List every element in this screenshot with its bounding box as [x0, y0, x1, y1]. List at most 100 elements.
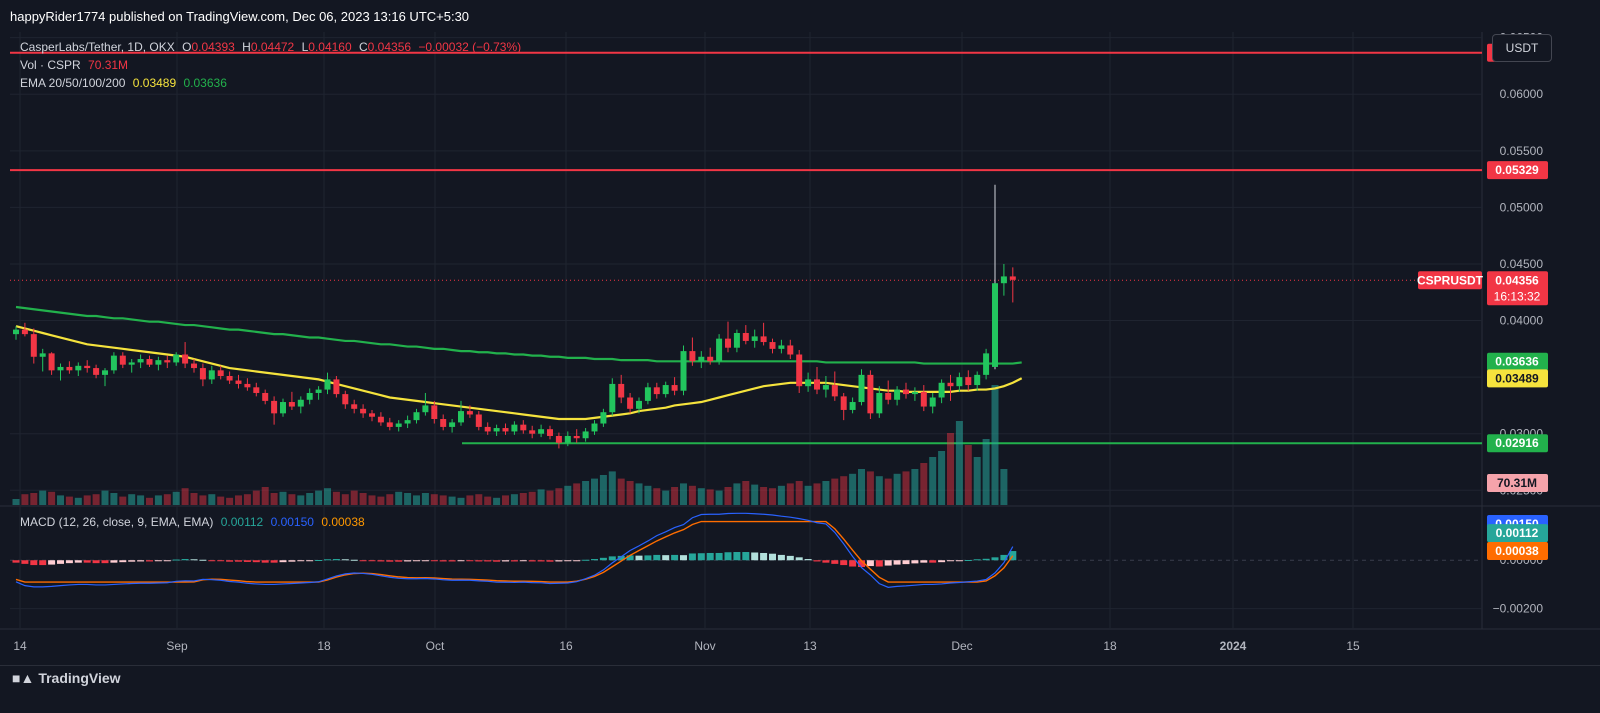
volume-bar [804, 485, 812, 505]
candle-body [805, 379, 812, 387]
volume-bar [163, 494, 171, 505]
macd-histogram-bar [243, 560, 251, 562]
candle-body [751, 336, 758, 341]
macd-tick-label: −0.00200 [1493, 602, 1544, 616]
candle-body [965, 377, 972, 386]
tradingview-logo[interactable]: ■▲ TradingView [12, 670, 121, 686]
macd-histogram-bar [404, 560, 412, 562]
candle-body [84, 365, 91, 369]
macd-histogram-bar [279, 560, 287, 563]
ema-label[interactable]: EMA 20/50/100/200 [20, 76, 126, 90]
volume-bar [226, 497, 234, 505]
volume-bar [448, 496, 456, 505]
symbol-tag-bg [1418, 271, 1482, 290]
macd-histogram-bar [804, 559, 812, 561]
volume-bar [724, 487, 732, 505]
price-tick-label: 0.05500 [1500, 144, 1544, 158]
candle-body [600, 412, 607, 424]
volume-bar [822, 481, 830, 505]
volume-bar [911, 469, 919, 505]
volume-bar [742, 481, 750, 505]
candle-body [66, 366, 73, 371]
volume-bar [617, 478, 625, 505]
macd-histogram-bar [484, 560, 492, 562]
macd-hist-tag-bg [1487, 524, 1548, 543]
volume-bar [760, 487, 768, 505]
ema50-value: 0.03489 [132, 76, 177, 90]
macd-histogram-bar [510, 560, 518, 562]
volume-bar [350, 490, 358, 505]
candlesticks [13, 184, 1016, 449]
candle-body [369, 413, 375, 417]
volume-bar [21, 494, 29, 505]
volume-bar [849, 473, 857, 505]
macd-histogram-bar [519, 560, 527, 562]
macd-histogram-bar [733, 552, 741, 561]
candle-body [742, 333, 749, 341]
macd-histogram-bar [911, 560, 919, 564]
macd-histogram-bar [190, 559, 198, 561]
macd-histogram-bar [466, 560, 474, 562]
volume-bar [902, 471, 910, 505]
candle-body [894, 389, 901, 400]
macd-histogram-bar [858, 560, 865, 568]
candle-body [431, 405, 438, 419]
candle-body [440, 419, 447, 427]
current-price-tag: 0.04356 [1495, 273, 1539, 287]
open-value: 0.04393 [191, 40, 235, 54]
volume-bar [154, 495, 162, 505]
candle-body [733, 333, 740, 348]
symbol-name[interactable]: CasperLabs/Tether, 1D, OKX [20, 40, 175, 54]
volume-bar [395, 491, 403, 505]
candle-body [1000, 276, 1007, 284]
macd-histogram-bar [65, 560, 73, 564]
macd-histogram-bar [74, 560, 82, 563]
low-value: 0.04160 [308, 40, 352, 54]
volume-bar [172, 491, 180, 505]
macd-histogram-bar [555, 560, 563, 562]
macd-histogram-bar [706, 552, 714, 561]
volume-label[interactable]: Vol · CSPR [20, 58, 81, 72]
time-tick-label: Sep [166, 639, 188, 653]
volume-bar [404, 493, 412, 505]
macd-histogram-bar [662, 555, 670, 561]
candle-body [226, 376, 233, 381]
volume-bar [813, 483, 821, 505]
macd-histogram-bar [688, 553, 696, 561]
volume-bar [190, 493, 198, 505]
macd-histogram-bar [395, 560, 403, 562]
candle-body [956, 377, 963, 387]
close-label: C [359, 40, 368, 54]
tradingview-brand: TradingView [38, 670, 121, 686]
price-tick-label: 0.06000 [1500, 87, 1544, 101]
level-price-tag-bg [1487, 161, 1548, 180]
macd-histogram-bar [12, 560, 20, 563]
ema50-tag-bg [1487, 369, 1548, 388]
candle-body [796, 354, 803, 387]
macd-histogram-bar [413, 560, 420, 562]
candle-body [520, 424, 527, 431]
macd-histogram-bar [341, 559, 349, 561]
macd-histogram-bar [110, 560, 118, 563]
macd-pane [12, 512, 1017, 588]
macd-histogram-bar [760, 552, 768, 561]
macd-histogram-bar [359, 560, 367, 562]
macd-histogram-bar [973, 559, 981, 561]
candle-body [814, 379, 820, 390]
time-tick-label: Dec [951, 639, 972, 653]
volume-bar [421, 493, 429, 505]
candle-body [102, 370, 108, 375]
volume-bar [635, 483, 643, 505]
candle-body [119, 355, 126, 365]
candle-body [689, 351, 696, 362]
macd-histogram-bar [991, 557, 999, 561]
macd-label[interactable]: MACD (12, 26, close, 9, EMA, EMA) [20, 515, 214, 529]
candle-body [155, 360, 162, 365]
currency-button[interactable]: USDT [1492, 34, 1552, 62]
macd-histogram-bar [680, 555, 687, 561]
macd-histogram-bar [902, 560, 910, 565]
candle-body [876, 392, 883, 414]
candle-body [627, 397, 634, 409]
volume-bar [217, 496, 225, 505]
